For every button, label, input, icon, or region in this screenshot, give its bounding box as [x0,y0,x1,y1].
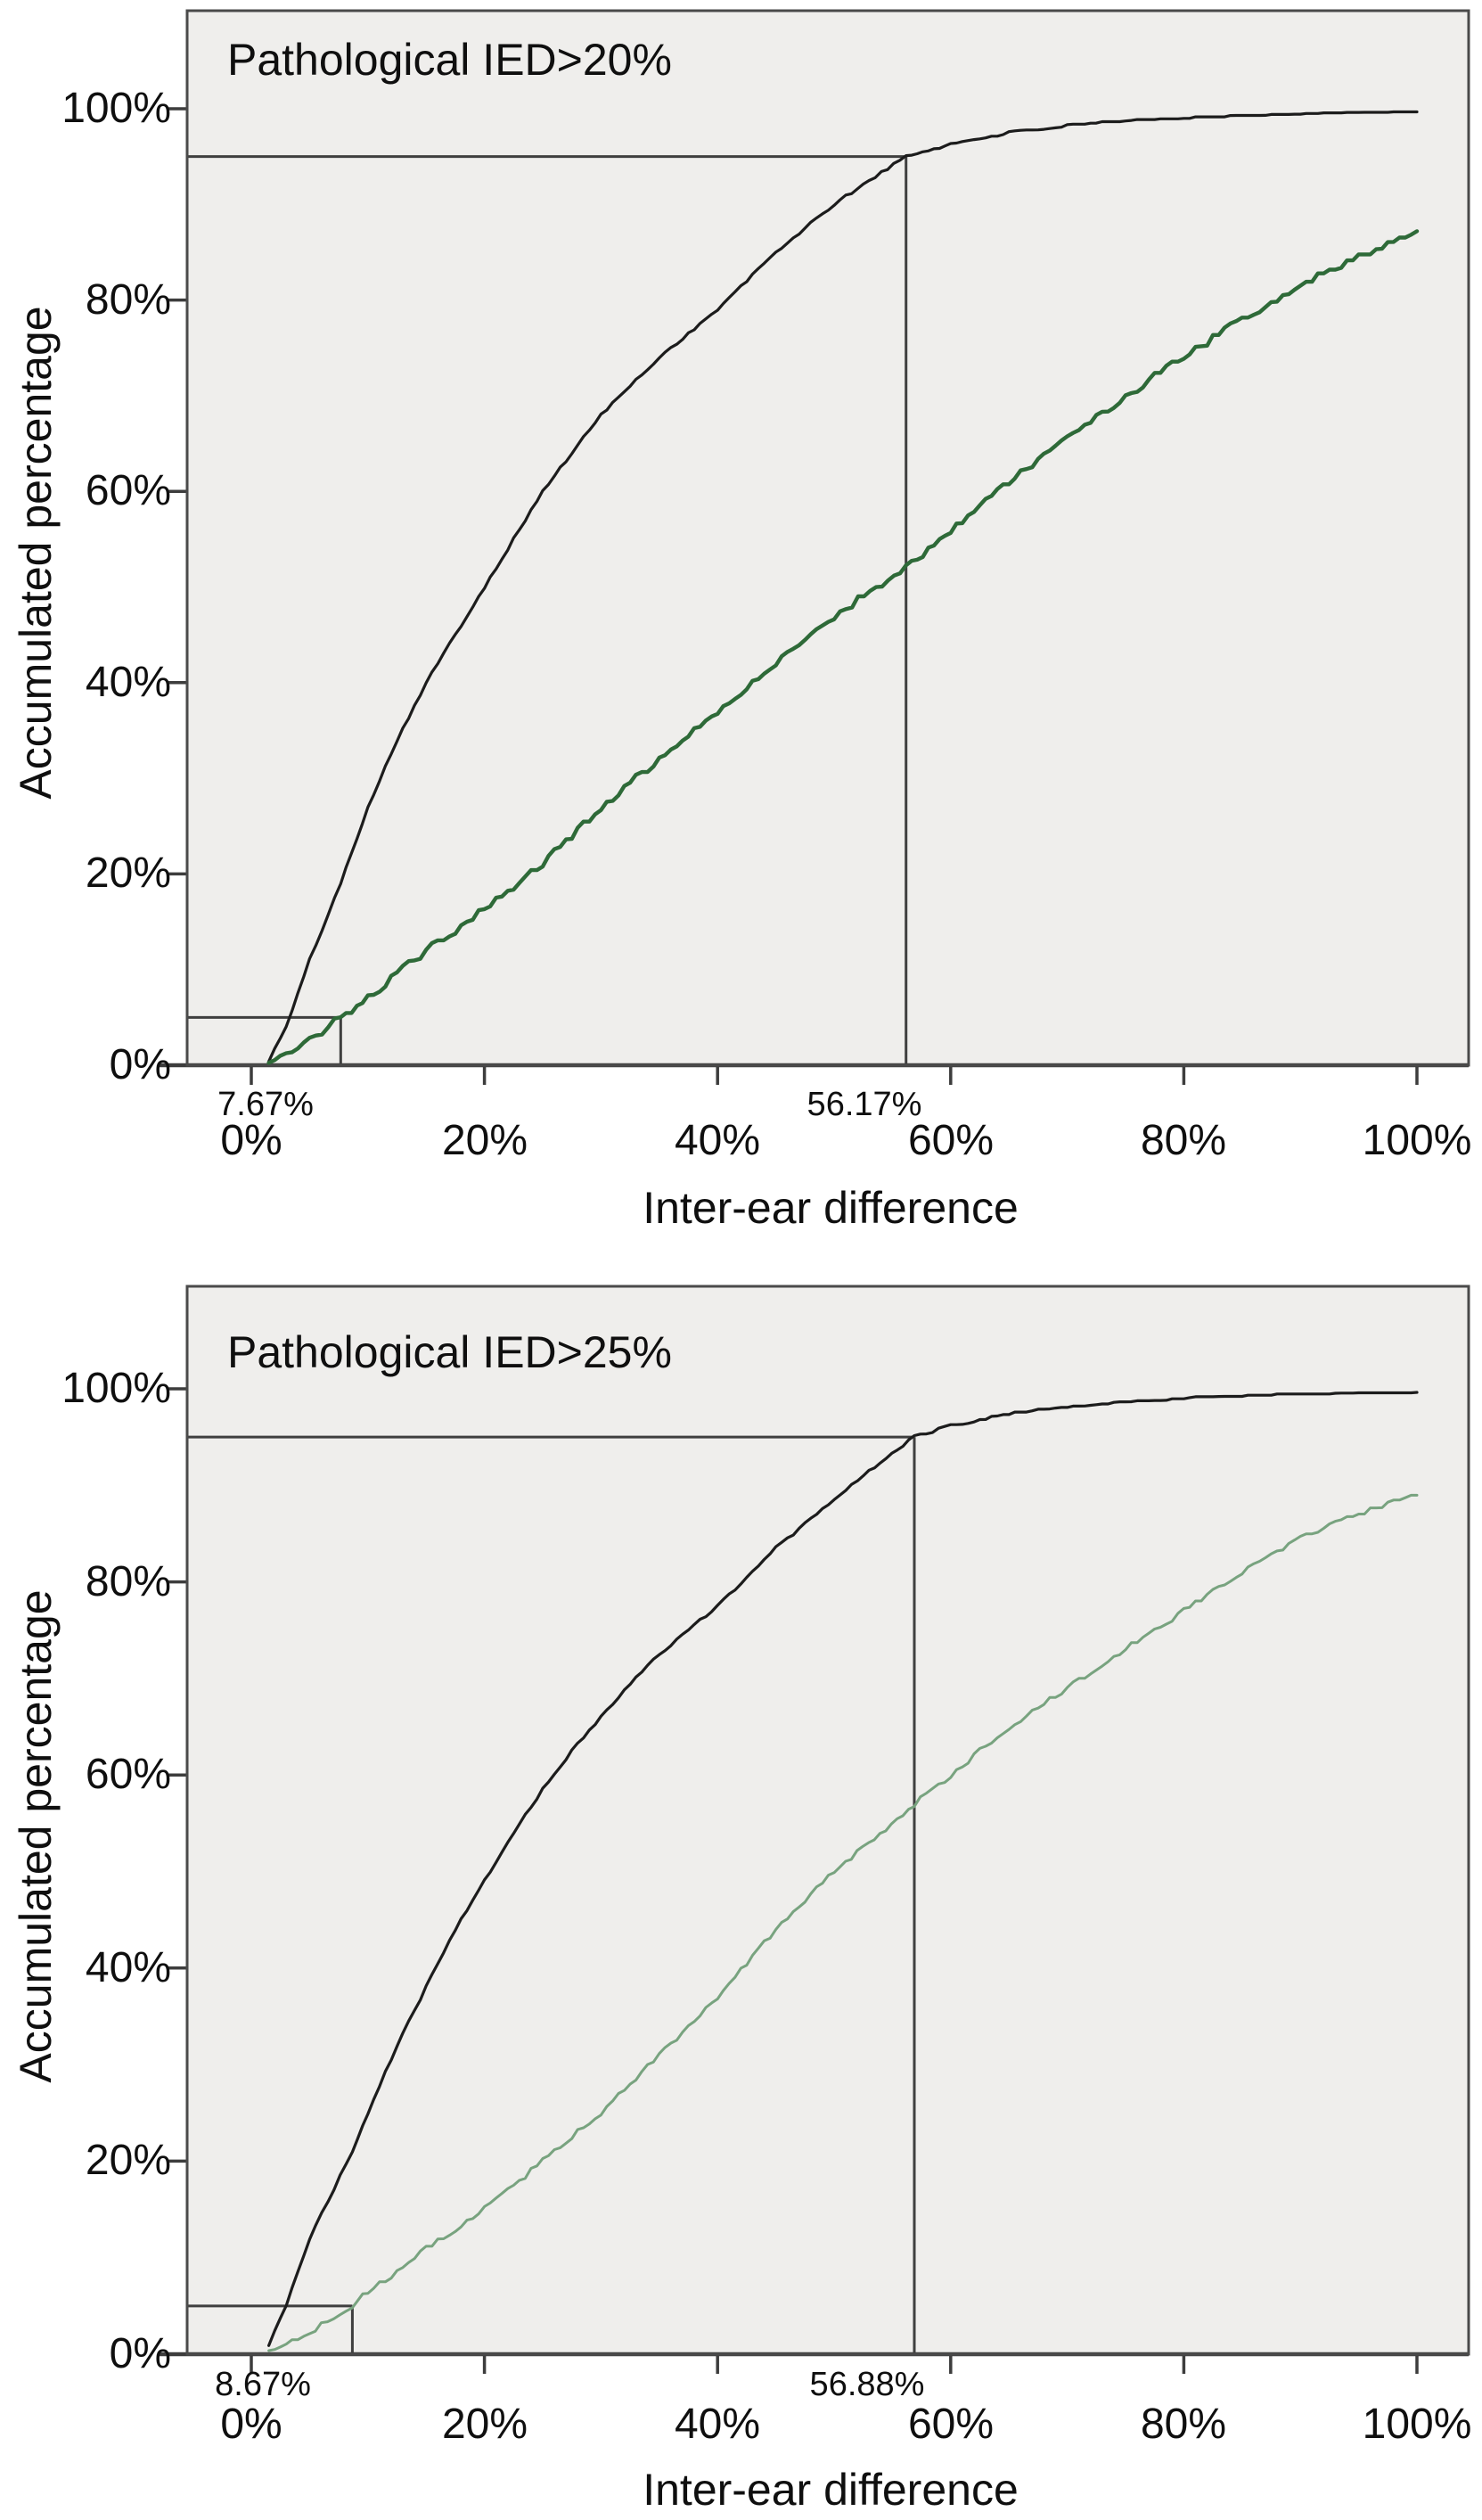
chart-1-ytick-0: 0% [109,1041,171,1088]
chart-2-xtick-100: 100% [1362,2401,1472,2448]
chart-1-plot [159,9,1470,1085]
chart-2-y-axis-title: Accumulated percentage [11,1589,61,2083]
series-black-curve [267,1391,1419,2347]
chart-1-xtick-60: 60% [907,1117,995,1164]
chart-1-ytick-100: 100% [61,85,171,132]
chart-1-ytick-60: 60% [85,467,171,514]
chart-2-ytick-0: 0% [109,2330,171,2377]
chart-1-xtick-20: 20% [441,1117,528,1164]
chart-2-ytick-100: 100% [61,1365,171,1412]
chart-1-vline-annotation: 56.17% [807,1086,922,1123]
chart-2-box-annotation: 8.67% [215,2366,311,2403]
chart-2-ytick-20: 20% [85,2137,171,2184]
chart-2-xtick-0: 0% [220,2401,282,2448]
chart-1-xtick-80: 80% [1140,1117,1227,1164]
plot-border [185,9,1470,1067]
series-black-curve [267,110,1419,1063]
chart-2-xtick-20: 20% [441,2401,528,2448]
chart-2-ytick-40: 40% [85,1944,171,1991]
chart-1-xtick-100: 100% [1362,1117,1472,1164]
chart-2-xtick-80: 80% [1140,2401,1227,2448]
chart-1-ytick-40: 40% [85,659,171,706]
plot-background [187,1286,1469,2354]
chart-2-xtick-40: 40% [674,2401,761,2448]
chart-1-xtick-0: 0% [220,1117,282,1164]
chart-2-title: Pathological IED>25% [227,1327,672,1377]
chart-1-xtick-40: 40% [674,1117,761,1164]
series-green-curve [266,229,1420,1065]
chart-1-x-axis-title: Inter-ear difference [643,1183,1019,1233]
chart-1-y-axis-title: Accumulated percentage [11,306,61,800]
plot-border [185,1285,1470,2356]
chart-2-ytick-80: 80% [85,1558,171,1605]
chart-2-x-axis-title: Inter-ear difference [643,2465,1019,2515]
chart-2-vline-annotation: 56.88% [809,2366,925,2403]
plot-background [187,11,1469,1065]
series-green-curve [267,1493,1419,2352]
chart-1-ytick-20: 20% [85,850,171,897]
chart-2-plot [159,1285,1470,2374]
chart-1-ytick-80: 80% [85,276,171,324]
chart-1-title: Pathological IED>20% [227,35,672,85]
chart-2-ytick-60: 60% [85,1751,171,1798]
chart-2-xtick-60: 60% [907,2401,995,2448]
chart-1-box-annotation: 7.67% [217,1086,314,1123]
